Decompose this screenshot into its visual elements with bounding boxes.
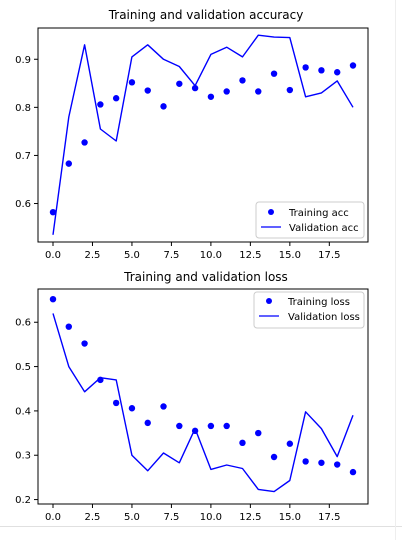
loss-training-point [128, 405, 136, 412]
accuracy-training-point [207, 93, 215, 100]
accuracy-training-point [239, 77, 246, 84]
accuracy-xtick-label: 12.5 [239, 250, 261, 261]
accuracy-validation-line [52, 34, 354, 235]
accuracy-ytick-label: 0.9 [15, 55, 31, 66]
loss-validation-line [52, 313, 354, 493]
loss-ytick-label: 0.6 [15, 318, 31, 329]
accuracy-training-point [97, 101, 104, 108]
accuracy-training-point [49, 208, 57, 216]
accuracy-training-point [349, 62, 357, 69]
loss-xtick-label: 5.0 [124, 512, 140, 523]
loss-training-point [207, 422, 215, 430]
accuracy-xtick-label: 2.5 [85, 250, 101, 261]
accuracy-training-point [191, 84, 199, 92]
loss-training-point [97, 376, 104, 384]
loss-xtick-label: 2.5 [85, 512, 101, 523]
loss-training-point [286, 440, 294, 447]
loss-training-point [65, 323, 72, 330]
accuracy-legend-box [255, 201, 365, 239]
accuracy-ytick-label: 0.6 [15, 199, 31, 210]
loss-training-point [160, 403, 167, 410]
loss-legend-training-marker [266, 298, 272, 304]
accuracy-training-point [144, 87, 151, 94]
loss-xtick-label: 10.0 [200, 512, 222, 523]
accuracy-ytick-label: 0.7 [15, 151, 31, 162]
loss-chart: Training and validation loss 0.0 2.5 5.0 7.… [15, 270, 369, 523]
accuracy-training-point [65, 160, 72, 167]
loss-training-point [223, 422, 230, 430]
accuracy-ticks: 0.0 2.5 5.0 7.5 10.0 12.5 15.0 17.5 0.6 0.7 0.8 0.9 [15, 55, 340, 261]
loss-ticks: 0.0 2.5 5.0 7.5 10.0 12.5 15.0 17.5 0.2 0.3 0.4 0.5… [15, 318, 340, 523]
accuracy-training-point [302, 64, 309, 71]
accuracy-xtick-label: 17.5 [318, 250, 340, 261]
loss-training-point [176, 422, 183, 430]
loss-training-point [334, 461, 341, 468]
loss-training-point [49, 295, 57, 303]
loss-xtick-label: 15.0 [279, 512, 301, 523]
accuracy-training-point [128, 79, 136, 86]
accuracy-chart-title: Training and validation accuracy [108, 8, 304, 22]
accuracy-xtick-label: 0.0 [45, 250, 61, 261]
accuracy-xtick-label: 7.5 [163, 250, 179, 261]
accuracy-legend: Training acc Validation acc [255, 201, 365, 239]
accuracy-training-point [270, 70, 278, 77]
loss-ytick-label: 0.5 [15, 362, 31, 373]
accuracy-xtick-label: 10.0 [200, 250, 222, 261]
accuracy-training-point [112, 95, 120, 102]
loss-legend-validation-label: Validation loss [288, 312, 360, 323]
loss-xtick-label: 12.5 [239, 512, 261, 523]
bottom-divider [0, 526, 402, 527]
loss-training-point [81, 340, 88, 347]
loss-training-point [239, 439, 246, 447]
loss-ytick-label: 0.3 [15, 451, 31, 462]
loss-training-point [255, 429, 262, 437]
accuracy-chart: Training and validation accuracy 0.0 2.5 5… [15, 8, 369, 261]
loss-training-point [144, 419, 151, 427]
accuracy-training-point [176, 80, 183, 87]
accuracy-training-point [160, 103, 167, 110]
accuracy-ytick-label: 0.8 [15, 103, 31, 114]
loss-legend-box [253, 291, 365, 329]
loss-ytick-label: 0.4 [15, 406, 31, 417]
accuracy-training-point [334, 69, 341, 76]
accuracy-xtick-label: 5.0 [124, 250, 140, 261]
loss-training-point [270, 453, 278, 461]
loss-legend: Training loss Validation loss [253, 291, 365, 329]
loss-training-point [191, 427, 199, 435]
accuracy-xtick-label: 15.0 [279, 250, 301, 261]
accuracy-legend-training-marker [268, 209, 274, 215]
loss-legend-training-label: Training loss [287, 297, 350, 308]
loss-training-point [112, 399, 120, 407]
loss-xtick-label: 7.5 [163, 512, 179, 523]
accuracy-training-point [286, 86, 294, 94]
accuracy-training-point [223, 88, 230, 95]
loss-chart-title: Training and validation loss [123, 270, 288, 284]
loss-xtick-label: 0.0 [45, 512, 61, 523]
accuracy-training-point [255, 88, 262, 95]
loss-xtick-label: 17.5 [318, 512, 340, 523]
loss-training-point [349, 468, 357, 476]
accuracy-legend-validation-label: Validation acc [289, 223, 359, 234]
loss-training-point [302, 458, 309, 465]
accuracy-marks [49, 34, 357, 235]
right-divider [395, 0, 396, 540]
loss-ytick-label: 0.2 [15, 495, 31, 506]
accuracy-training-point [81, 139, 88, 146]
accuracy-legend-training-label: Training acc [288, 208, 349, 219]
loss-marks [49, 295, 357, 493]
accuracy-training-point [318, 67, 325, 74]
loss-training-point [318, 459, 325, 466]
